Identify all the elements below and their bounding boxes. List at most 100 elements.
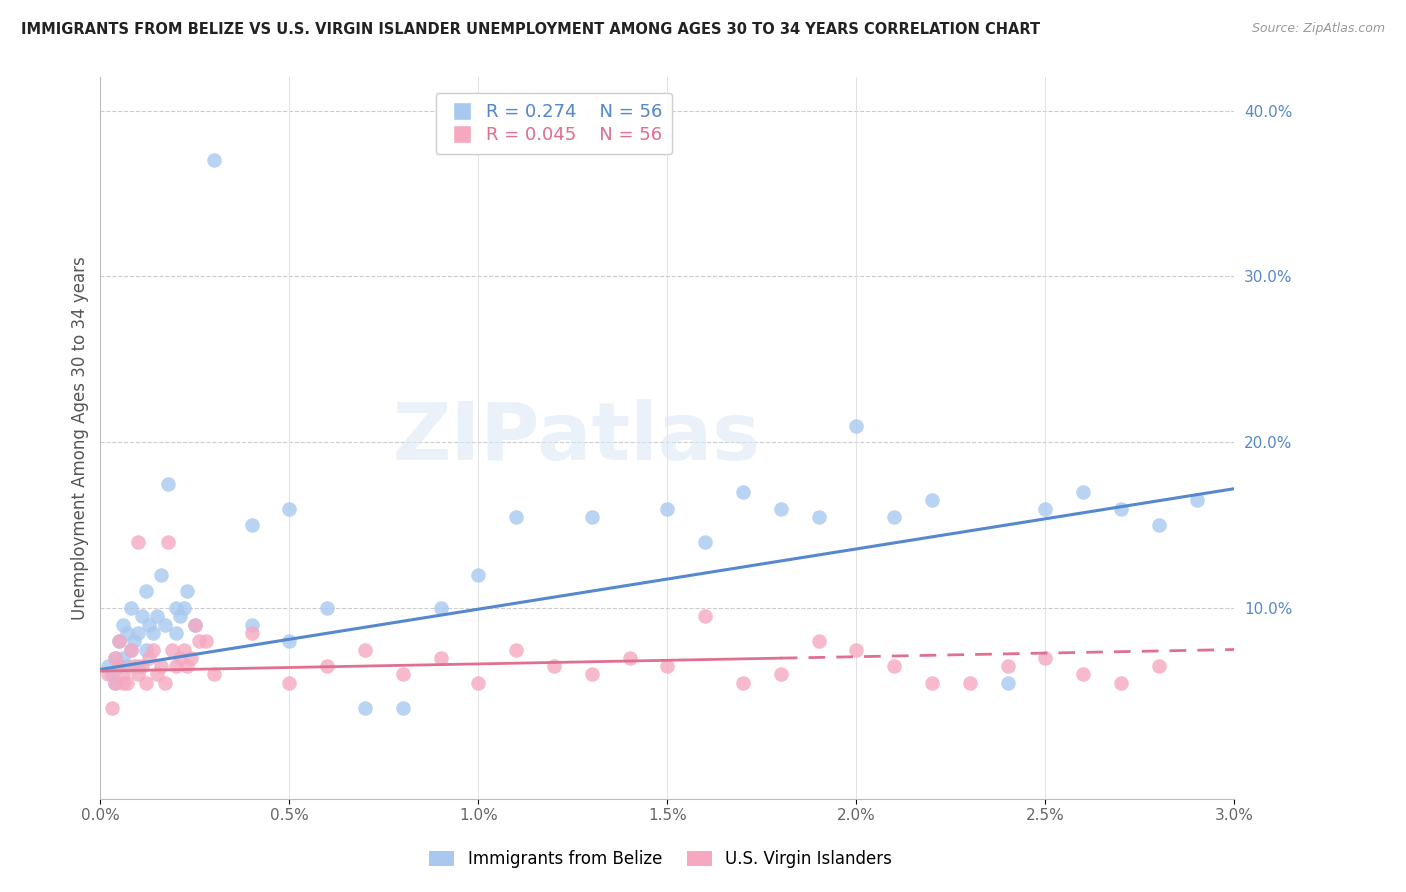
- Point: [354, 700, 377, 714]
- Point: [769, 667, 792, 681]
- Point: [1033, 650, 1056, 665]
- Point: [127, 659, 149, 673]
- Text: IMMIGRANTS FROM BELIZE VS U.S. VIRGIN ISLANDER UNEMPLOYMENT AMONG AGES 30 TO 34 : IMMIGRANTS FROM BELIZE VS U.S. VIRGIN IS…: [21, 22, 1040, 37]
- Point: [883, 509, 905, 524]
- Point: [240, 626, 263, 640]
- Point: [108, 659, 131, 673]
- Point: [184, 617, 207, 632]
- Point: [997, 659, 1019, 673]
- Point: [619, 650, 641, 665]
- Point: [176, 584, 198, 599]
- Point: [1071, 667, 1094, 681]
- Point: [731, 485, 754, 500]
- Point: [921, 675, 943, 690]
- Point: [1147, 518, 1170, 533]
- Point: [921, 493, 943, 508]
- Point: [959, 675, 981, 690]
- Point: [429, 601, 451, 615]
- Point: [104, 650, 127, 665]
- Point: [278, 634, 301, 648]
- Point: [108, 634, 131, 648]
- Point: [391, 700, 413, 714]
- Point: [581, 667, 603, 681]
- Point: [138, 650, 160, 665]
- Point: [135, 675, 157, 690]
- Point: [807, 509, 830, 524]
- Point: [115, 675, 138, 690]
- Point: [1033, 501, 1056, 516]
- Point: [146, 667, 169, 681]
- Point: [142, 626, 165, 640]
- Point: [278, 501, 301, 516]
- Point: [391, 667, 413, 681]
- Point: [112, 675, 135, 690]
- Point: [429, 650, 451, 665]
- Point: [131, 609, 153, 624]
- Point: [202, 153, 225, 168]
- Point: [160, 642, 183, 657]
- Point: [1109, 675, 1132, 690]
- Point: [104, 650, 127, 665]
- Y-axis label: Unemployment Among Ages 30 to 34 years: Unemployment Among Ages 30 to 34 years: [72, 256, 89, 620]
- Point: [505, 509, 527, 524]
- Point: [108, 634, 131, 648]
- Point: [769, 501, 792, 516]
- Point: [997, 675, 1019, 690]
- Point: [176, 659, 198, 673]
- Point: [112, 617, 135, 632]
- Point: [169, 650, 191, 665]
- Point: [131, 659, 153, 673]
- Point: [187, 634, 209, 648]
- Point: [108, 659, 131, 673]
- Point: [100, 700, 122, 714]
- Point: [180, 650, 202, 665]
- Point: [115, 626, 138, 640]
- Point: [127, 667, 149, 681]
- Point: [97, 659, 120, 673]
- Point: [157, 476, 180, 491]
- Point: [354, 642, 377, 657]
- Point: [173, 642, 195, 657]
- Point: [845, 418, 868, 433]
- Legend: Immigrants from Belize, U.S. Virgin Islanders: Immigrants from Belize, U.S. Virgin Isla…: [423, 844, 898, 875]
- Point: [543, 659, 565, 673]
- Text: ZIPatlas: ZIPatlas: [392, 399, 761, 477]
- Point: [695, 534, 717, 549]
- Point: [97, 667, 120, 681]
- Point: [278, 675, 301, 690]
- Point: [316, 659, 339, 673]
- Legend: R = 0.274    N = 56, R = 0.045    N = 56: R = 0.274 N = 56, R = 0.045 N = 56: [436, 93, 672, 154]
- Point: [157, 534, 180, 549]
- Point: [165, 659, 187, 673]
- Point: [467, 675, 489, 690]
- Point: [657, 501, 679, 516]
- Point: [807, 634, 830, 648]
- Point: [104, 675, 127, 690]
- Point: [153, 617, 176, 632]
- Point: [165, 601, 187, 615]
- Point: [120, 601, 142, 615]
- Point: [149, 568, 172, 582]
- Point: [505, 642, 527, 657]
- Point: [883, 659, 905, 673]
- Point: [695, 609, 717, 624]
- Point: [120, 642, 142, 657]
- Point: [467, 568, 489, 582]
- Point: [112, 667, 135, 681]
- Point: [731, 675, 754, 690]
- Point: [1185, 493, 1208, 508]
- Point: [124, 659, 146, 673]
- Point: [173, 601, 195, 615]
- Point: [135, 642, 157, 657]
- Text: Source: ZipAtlas.com: Source: ZipAtlas.com: [1251, 22, 1385, 36]
- Point: [112, 650, 135, 665]
- Point: [165, 626, 187, 640]
- Point: [104, 675, 127, 690]
- Point: [184, 617, 207, 632]
- Point: [202, 667, 225, 681]
- Point: [135, 584, 157, 599]
- Point: [169, 609, 191, 624]
- Point: [240, 617, 263, 632]
- Point: [316, 601, 339, 615]
- Point: [100, 667, 122, 681]
